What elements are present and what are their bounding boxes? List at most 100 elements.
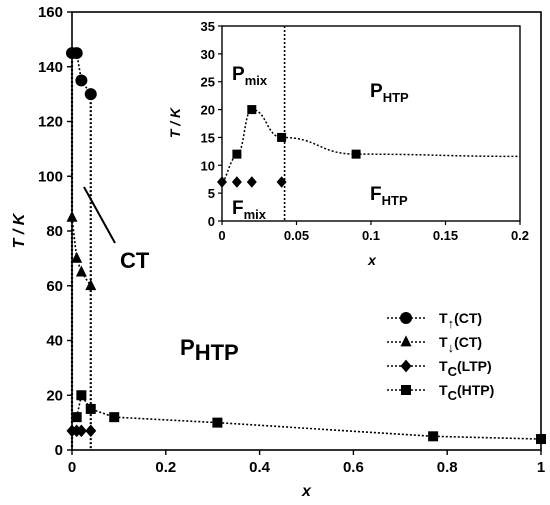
series-diamond-point xyxy=(85,424,97,438)
x-tick-label: 0.4 xyxy=(249,459,271,476)
inset-series-diamond-point xyxy=(231,176,242,188)
inset-phtp-label: PHTP xyxy=(370,81,409,105)
y-tick-label: 60 xyxy=(46,278,63,295)
inset-series-square-point xyxy=(247,105,257,115)
inset-y-tick-label: 0 xyxy=(208,214,215,229)
legend-entry-label-subscript: ↑ xyxy=(448,316,455,331)
inset-y-tick-label: 35 xyxy=(201,19,215,34)
inset-phtp-label-base: P xyxy=(370,81,383,102)
inset-x-axis-label: x xyxy=(367,252,377,268)
legend-entry-label-suffix: (HTP) xyxy=(457,382,494,398)
series-triangle-point xyxy=(85,279,97,291)
series-square-point xyxy=(85,403,96,414)
series-triangle-line xyxy=(71,217,92,287)
inset-fhtp-label-base: F xyxy=(370,184,382,205)
x-tick-label: 0.8 xyxy=(437,459,458,476)
y-tick-label: 140 xyxy=(38,59,63,76)
inset-series-diamond-point xyxy=(246,176,257,188)
inset-pmix-label: Pmix xyxy=(232,64,268,88)
inset-pmix-label-subscript: mix xyxy=(245,73,268,88)
y-tick-label: 40 xyxy=(46,333,63,350)
inset-x-tick-label: 0.15 xyxy=(433,228,458,243)
series-square-point xyxy=(109,412,120,423)
legend-entry-label: TC(HTP) xyxy=(439,382,494,403)
inset-y-tick-label: 15 xyxy=(201,130,215,145)
inset-y-tick-label: 25 xyxy=(201,75,215,90)
legend-entry-label-subscript: C xyxy=(448,364,458,379)
ct-pointer-line xyxy=(83,186,116,244)
inset-series-diamond-point xyxy=(217,176,227,188)
inset-series-diamond-point xyxy=(276,176,287,188)
series-circle-point xyxy=(70,47,83,60)
series-circle-point xyxy=(75,74,88,87)
inset-series-square-point xyxy=(351,149,361,159)
legend-marker xyxy=(400,335,412,347)
inset-y-tick-label: 30 xyxy=(201,47,215,62)
series-circle-point xyxy=(84,88,97,101)
x-tick-label: 0.6 xyxy=(343,459,364,476)
series-square-point xyxy=(76,390,87,401)
legend-marker xyxy=(401,385,411,395)
y-tick-label: 80 xyxy=(46,223,63,240)
legend-entry-label-base: T xyxy=(439,358,448,374)
legend-entry-label: TC(LTP) xyxy=(439,358,492,379)
legend-entry-label-subscript: ↓ xyxy=(448,340,455,355)
legend-entry-label: T↓(CT) xyxy=(439,334,482,355)
legend-entry-label-suffix: (CT) xyxy=(454,334,482,350)
series-triangle-point xyxy=(75,265,87,277)
legend-marker xyxy=(400,312,412,324)
inset-fhtp-label: FHTP xyxy=(370,184,408,208)
legend-entry-label-suffix: (CT) xyxy=(454,310,482,326)
legend-entry-label-base: T xyxy=(439,382,448,398)
inset-series-square-point xyxy=(232,149,242,159)
inset-y-tick-label: 20 xyxy=(201,103,215,118)
series-square-point xyxy=(536,434,546,445)
phtp-region-label: PHTP xyxy=(180,335,239,365)
x-tick-label: 1 xyxy=(537,459,545,476)
legend-marker xyxy=(400,359,412,373)
inset-x-tick-label: 0.1 xyxy=(362,228,380,243)
y-tick-label: 120 xyxy=(38,114,63,131)
inset-y-tick-label: 5 xyxy=(208,186,215,201)
series-square-point xyxy=(212,417,223,428)
series-circle-line xyxy=(72,52,92,95)
legend-entry-label: T↑(CT) xyxy=(439,310,482,331)
inset-x-tick-label: 0 xyxy=(218,228,225,243)
legend-entry-label-suffix: (LTP) xyxy=(457,358,492,374)
ct-label: CT xyxy=(120,248,150,273)
series-triangle-point xyxy=(71,251,83,263)
x-axis-label: x xyxy=(301,483,312,500)
legend-entry-label-subscript: C xyxy=(448,388,458,403)
inset-fhtp-label-subscript: HTP xyxy=(382,193,408,208)
inset-x-tick-label: 0.05 xyxy=(284,228,309,243)
inset-fmix-label: Fmix xyxy=(232,198,267,222)
y-tick-label: 20 xyxy=(46,387,63,404)
y-tick-label: 160 xyxy=(38,4,63,21)
series-square-line xyxy=(75,393,542,440)
series-square-point xyxy=(71,412,82,423)
y-tick-label: 100 xyxy=(38,168,63,185)
inset-y-tick-label: 10 xyxy=(201,158,215,173)
inset-background xyxy=(172,14,532,272)
inset-x-tick-label: 0.2 xyxy=(511,228,529,243)
y-tick-label: 0 xyxy=(55,442,63,459)
x-tick-label: 0.2 xyxy=(155,459,176,476)
legend-entry-label-base: T xyxy=(439,310,448,326)
inset-series-square-point xyxy=(277,132,287,142)
inset-pmix-label-base: P xyxy=(232,64,245,85)
inset-fmix-label-subscript: mix xyxy=(244,207,267,222)
legend: T↑(CT)T↓(CT)TC(LTP)TC(HTP) xyxy=(387,310,494,403)
y-axis-label: T / K xyxy=(11,212,28,248)
inset-fmix-label-base: F xyxy=(232,198,244,219)
x-tick-label: 0 xyxy=(68,459,76,476)
series-square-point xyxy=(428,431,439,442)
inset-phtp-label-subscript: HTP xyxy=(383,90,409,105)
inset-y-axis-label: T / K xyxy=(167,107,183,138)
series-diamond-point xyxy=(75,424,87,438)
phtp-region-label-base: P xyxy=(180,335,195,360)
legend-entry-label-base: T xyxy=(439,334,448,350)
series-triangle-point xyxy=(66,210,78,222)
